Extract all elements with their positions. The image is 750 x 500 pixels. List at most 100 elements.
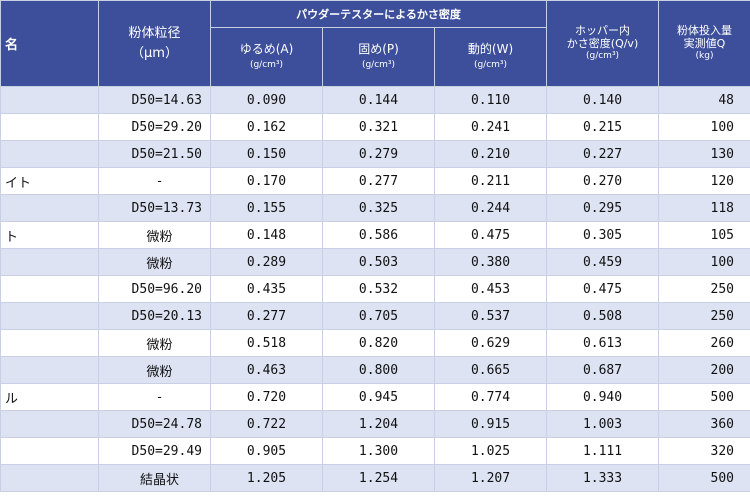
cell-name [0, 302, 99, 330]
cell-packed: 0.503 [322, 248, 435, 276]
header-loose: ゆるめ(A) (g/cm³) [210, 27, 323, 87]
header-dynamic-unit: (g/cm³) [473, 60, 508, 70]
table-row: D50=20.13 0.277 0.705 0.537 0.508 250 [0, 302, 750, 330]
header-charge-amount: 粉体投入量 実測値Q (kg) [658, 0, 750, 87]
cell-packed: 0.277 [322, 167, 435, 195]
cell-name: ト [0, 221, 99, 249]
cell-name [0, 86, 99, 114]
cell-loose: 0.463 [210, 356, 323, 384]
cell-dynamic: 0.915 [433, 410, 548, 438]
cell-loose: 0.435 [210, 275, 323, 303]
cell-dynamic: 1.025 [433, 437, 548, 465]
cell-charge-amount: 100 [658, 113, 750, 141]
cell-hopper-density: 0.459 [546, 248, 660, 276]
cell-loose: 0.170 [210, 167, 323, 195]
cell-loose: 0.720 [210, 383, 323, 411]
cell-charge-amount: 260 [658, 329, 750, 357]
header-name-label: 名 [5, 38, 19, 53]
cell-packed: 0.586 [322, 221, 435, 249]
cell-charge-amount: 120 [658, 167, 750, 195]
cell-name [0, 464, 99, 492]
cell-loose: 0.148 [210, 221, 323, 249]
cell-charge-amount: 105 [658, 221, 750, 249]
header-dynamic-label: 動的(W) [467, 42, 514, 56]
cell-hopper-density: 0.508 [546, 302, 660, 330]
cell-hopper-density: 0.613 [546, 329, 660, 357]
cell-particle-size: D50=29.49 [98, 437, 211, 465]
cell-charge-amount: 360 [658, 410, 750, 438]
cell-name [0, 329, 99, 357]
header-charge-unit: (kg) [695, 51, 714, 61]
cell-charge-amount: 500 [658, 383, 750, 411]
cell-dynamic: 0.475 [433, 221, 548, 249]
cell-name [0, 275, 99, 303]
header-charge-line2: 実測値Q [683, 37, 726, 50]
cell-name: ル [0, 383, 99, 411]
header-charge-line1: 粉体投入量 [677, 24, 733, 37]
header-hopper-line2: かさ密度(Q/v) [566, 37, 639, 50]
cell-charge-amount: 500 [658, 464, 750, 492]
table-row: ト微粉 0.148 0.586 0.475 0.305 105 [0, 221, 750, 249]
cell-charge-amount: 200 [658, 356, 750, 384]
cell-particle-size: 微粉 [98, 356, 211, 384]
table-row: イト -0.170 0.277 0.211 0.270 120 [0, 167, 750, 195]
cell-particle-size: D50=29.20 [98, 113, 211, 141]
cell-name [0, 437, 99, 465]
cell-name [0, 356, 99, 384]
cell-loose: 1.205 [210, 464, 323, 492]
cell-particle-size: D50=20.13 [98, 302, 211, 330]
cell-hopper-density: 0.140 [546, 86, 660, 114]
cell-packed: 1.300 [322, 437, 435, 465]
cell-charge-amount: 130 [658, 140, 750, 168]
cell-charge-amount: 100 [658, 248, 750, 276]
cell-charge-amount: 48 [658, 86, 750, 114]
table-row: 微粉 0.463 0.800 0.665 0.687 200 [0, 356, 750, 384]
cell-hopper-density: 0.687 [546, 356, 660, 384]
header-name: 名 [0, 0, 99, 87]
cell-hopper-density: 1.111 [546, 437, 660, 465]
cell-particle-size: - [98, 167, 211, 195]
table-row: ル -0.720 0.945 0.774 0.940 500 [0, 383, 750, 411]
cell-packed: 1.254 [322, 464, 435, 492]
cell-loose: 0.155 [210, 194, 323, 222]
cell-charge-amount: 250 [658, 275, 750, 303]
cell-hopper-density: 0.227 [546, 140, 660, 168]
table-row: D50=29.20 0.162 0.321 0.241 0.215 100 [0, 113, 750, 141]
table-row: D50=13.73 0.155 0.325 0.244 0.295 118 [0, 194, 750, 222]
header-dynamic: 動的(W) (g/cm³) [433, 27, 548, 87]
header-hopper-density: ホッパー内 かさ密度(Q/v) (g/cm³) [546, 0, 660, 87]
cell-particle-size: 微粉 [98, 221, 211, 249]
cell-hopper-density: 0.475 [546, 275, 660, 303]
table-row: 微粉 0.289 0.503 0.380 0.459 100 [0, 248, 750, 276]
cell-particle-size: D50=13.73 [98, 194, 211, 222]
cell-loose: 0.722 [210, 410, 323, 438]
cell-loose: 0.090 [210, 86, 323, 114]
cell-hopper-density: 1.003 [546, 410, 660, 438]
cell-packed: 0.321 [322, 113, 435, 141]
cell-dynamic: 0.665 [433, 356, 548, 384]
cell-particle-size: D50=96.20 [98, 275, 211, 303]
cell-particle-size: 微粉 [98, 248, 211, 276]
cell-loose: 0.518 [210, 329, 323, 357]
cell-dynamic: 0.537 [433, 302, 548, 330]
header-packed: 固め(P) (g/cm³) [322, 27, 435, 87]
cell-particle-size: 結晶状 [98, 464, 211, 492]
cell-dynamic: 0.774 [433, 383, 548, 411]
header-particle-size-label: 粉体粒径 [128, 25, 181, 41]
cell-name [0, 410, 99, 438]
cell-packed: 0.325 [322, 194, 435, 222]
cell-loose: 0.905 [210, 437, 323, 465]
header-hopper-line1: ホッパー内 [575, 24, 631, 37]
cell-hopper-density: 0.940 [546, 383, 660, 411]
header-loose-label: ゆるめ(A) [239, 42, 294, 56]
cell-hopper-density: 1.333 [546, 464, 660, 492]
cell-packed: 1.204 [322, 410, 435, 438]
table-row: D50=96.20 0.435 0.532 0.453 0.475 250 [0, 275, 750, 303]
cell-dynamic: 0.380 [433, 248, 548, 276]
header-group-title: パウダーテスターによるかさ密度 [296, 8, 461, 21]
cell-name [0, 140, 99, 168]
cell-packed: 0.705 [322, 302, 435, 330]
cell-packed: 0.532 [322, 275, 435, 303]
table-row: D50=14.63 0.090 0.144 0.110 0.140 48 [0, 86, 750, 114]
table-row: D50=29.49 0.905 1.300 1.025 1.111 320 [0, 437, 750, 465]
